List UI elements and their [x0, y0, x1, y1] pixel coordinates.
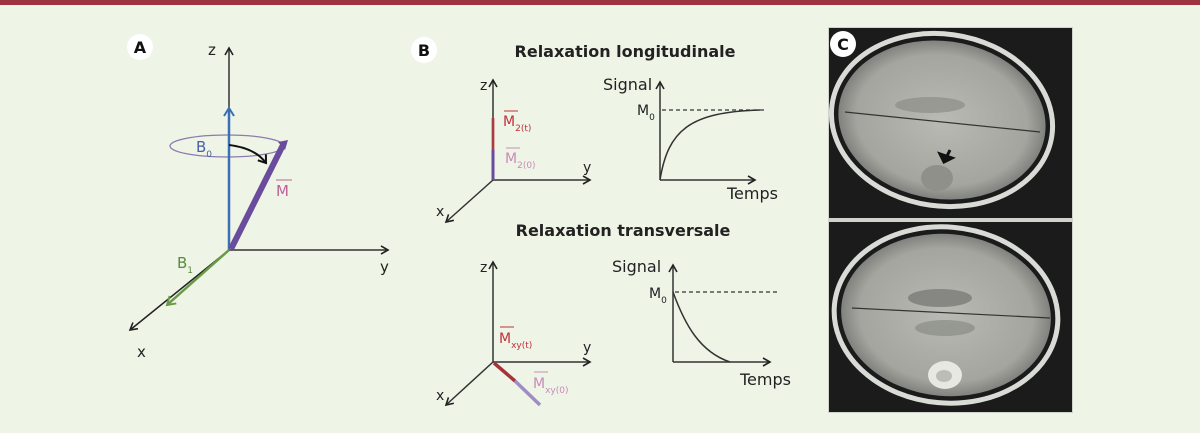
- z-axis-label: z: [208, 41, 216, 59]
- y-axis-label: y: [380, 258, 389, 276]
- time-label: Temps: [739, 370, 791, 389]
- m-0-label: M2(0): [505, 151, 536, 171]
- panel-label: B: [418, 41, 430, 60]
- z-axis-label: z: [480, 260, 487, 276]
- arrow-icon: [937, 149, 956, 165]
- signal-label: Signal: [612, 257, 661, 276]
- top-accent-bar: [0, 0, 1200, 5]
- panel-label: C: [837, 35, 849, 54]
- panel-b: B Relaxation longitudinale z y x M2(t) M…: [411, 37, 791, 407]
- panel-label-badge: [830, 31, 856, 57]
- panel-label: A: [134, 38, 147, 57]
- b1-label: B1: [177, 254, 193, 276]
- m-t-label: M2(t): [503, 114, 531, 134]
- signal-label: Signal: [603, 75, 652, 94]
- panel-c: C: [828, 27, 1073, 413]
- m-0-label: Mxy(0): [533, 376, 569, 396]
- m-label: M: [276, 182, 289, 200]
- x-axis: [444, 361, 494, 407]
- x-axis: [444, 179, 494, 224]
- b1-vector: [165, 249, 230, 307]
- decay-curve: [672, 291, 731, 363]
- panel-label-badge: [411, 37, 437, 63]
- z-axis-label: z: [480, 78, 487, 94]
- m-t-vector: [492, 361, 517, 383]
- time-label: Temps: [726, 184, 778, 203]
- m-t-label: Mxy(t): [499, 331, 532, 351]
- longitudinal-title: Relaxation longitudinale: [515, 42, 736, 61]
- recovery-curve: [659, 109, 761, 181]
- m0-label: M0: [637, 103, 655, 123]
- precession-ellipse: [169, 134, 285, 158]
- m-0-vector: [513, 379, 542, 407]
- brain-slice-top: [828, 30, 1056, 210]
- y-axis-label: y: [583, 340, 591, 356]
- panel-a: A z y x B0 M B1: [127, 34, 390, 361]
- y-axis-label: y: [583, 160, 591, 176]
- panel-label-badge: [127, 34, 153, 60]
- m-vector: [228, 143, 286, 251]
- x-axis-label: x: [436, 388, 444, 404]
- transverse-title: Relaxation transversale: [516, 221, 731, 240]
- m0-label: M0: [649, 286, 667, 306]
- x-axis-label: x: [436, 204, 444, 220]
- b0-label: B0: [196, 138, 212, 160]
- x-axis-label: x: [137, 343, 146, 361]
- brain-slice-bottom: [831, 224, 1061, 406]
- m-vector-head: [278, 140, 288, 150]
- rotation-arrow: [228, 144, 268, 165]
